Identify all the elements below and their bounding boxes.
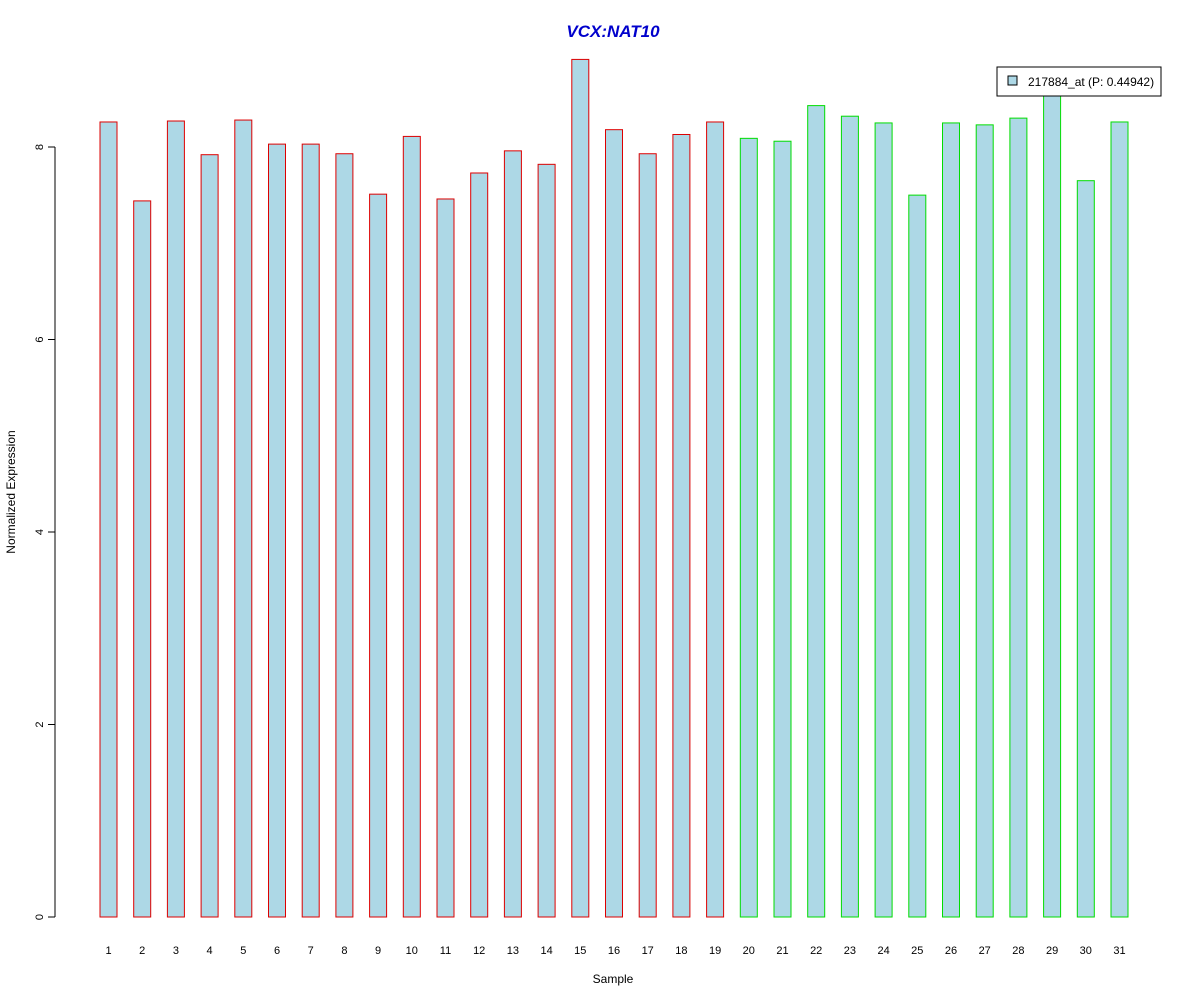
x-tick-label: 23 <box>844 945 856 957</box>
bar-sample-13 <box>503 150 522 918</box>
bar-sample-27 <box>975 124 994 918</box>
x-tick-label: 9 <box>375 945 381 957</box>
bar-sample-15 <box>571 58 590 918</box>
x-tick-label: 12 <box>473 945 485 957</box>
bar-sample-3 <box>166 120 185 918</box>
x-tick-label: 18 <box>675 945 687 957</box>
bar-sample-8 <box>335 153 354 918</box>
legend-swatch <box>1007 75 1018 86</box>
bar-sample-5 <box>234 119 253 918</box>
x-tick-label: 28 <box>1012 945 1024 957</box>
x-tick-label: 31 <box>1113 945 1125 957</box>
x-tick-label: 5 <box>240 945 246 957</box>
bar-sample-9 <box>369 193 388 918</box>
y-axis-title: Normalized Expression <box>4 430 18 553</box>
x-tick-label: 7 <box>308 945 314 957</box>
x-tick-label: 19 <box>709 945 721 957</box>
bar-sample-19 <box>706 121 725 918</box>
x-tick-label: 8 <box>341 945 347 957</box>
bar-sample-31 <box>1110 121 1129 918</box>
x-tick-label: 22 <box>810 945 822 957</box>
legend-box <box>996 66 1162 97</box>
bar-sample-21 <box>773 140 792 918</box>
y-tick-label: 8 <box>34 144 46 150</box>
x-tick-label: 1 <box>105 945 111 957</box>
bar-sample-16 <box>605 129 623 918</box>
y-tick-label: 6 <box>34 336 46 342</box>
bar-sample-11 <box>436 198 455 918</box>
chart-title: VCX:NAT10 <box>566 22 660 41</box>
bar-sample-4 <box>200 154 219 918</box>
bar-sample-10 <box>402 135 421 918</box>
x-tick-label: 3 <box>173 945 179 957</box>
x-tick-label: 21 <box>776 945 788 957</box>
bar-sample-23 <box>840 115 859 918</box>
x-tick-label: 14 <box>540 945 552 957</box>
x-tick-label: 13 <box>507 945 519 957</box>
x-tick-label: 4 <box>207 945 213 957</box>
x-tick-label: 10 <box>406 945 418 957</box>
bar-sample-26 <box>942 122 960 918</box>
bar-sample-17 <box>638 153 657 918</box>
x-tick-label: 29 <box>1046 945 1058 957</box>
x-tick-label: 26 <box>945 945 957 957</box>
legend-label: 217884_at (P: 0.44942) <box>1028 75 1154 89</box>
x-tick-label: 11 <box>440 945 451 957</box>
x-axis-title: Sample <box>593 972 634 986</box>
x-tick-label: 15 <box>574 945 586 957</box>
x-tick-label: 6 <box>274 945 280 957</box>
y-tick-label: 2 <box>34 721 46 727</box>
bar-sample-1 <box>99 121 118 918</box>
x-tick-label: 20 <box>743 945 755 957</box>
bar-sample-30 <box>1076 180 1095 918</box>
x-tick-labels: 1 2 3 4 5 6 7 8 9 10 11 12 13 14 15 16 17 18 19 20 21 22 23 24 2… <box>105 945 1125 957</box>
x-tick-label: 25 <box>911 945 923 957</box>
bar-sample-20 <box>739 137 758 918</box>
x-tick-label: 2 <box>139 945 145 957</box>
bar-sample-2 <box>133 200 152 918</box>
bar-sample-18 <box>672 133 691 918</box>
bar-sample-7 <box>301 143 320 918</box>
x-tick-label: 16 <box>608 945 620 957</box>
bar-sample-29 <box>1043 88 1062 918</box>
bar-sample-24 <box>874 122 893 918</box>
bars <box>99 58 1129 918</box>
bar-sample-22 <box>807 105 826 918</box>
y-axis: 0 2 4 6 8 <box>34 144 56 920</box>
bar-sample-25 <box>908 194 927 918</box>
x-tick-label: 24 <box>877 945 889 957</box>
y-tick-label: 0 <box>34 914 46 920</box>
bar-sample-28 <box>1009 117 1028 918</box>
x-tick-label: 17 <box>642 945 654 957</box>
bar-sample-14 <box>537 163 556 918</box>
y-tick-label: 4 <box>34 529 46 535</box>
legend: 217884_at (P: 0.44942) <box>996 66 1162 97</box>
bar-sample-6 <box>268 143 286 918</box>
bar-sample-12 <box>470 172 489 918</box>
x-tick-label: 30 <box>1080 945 1092 957</box>
x-tick-label: 27 <box>979 945 991 957</box>
